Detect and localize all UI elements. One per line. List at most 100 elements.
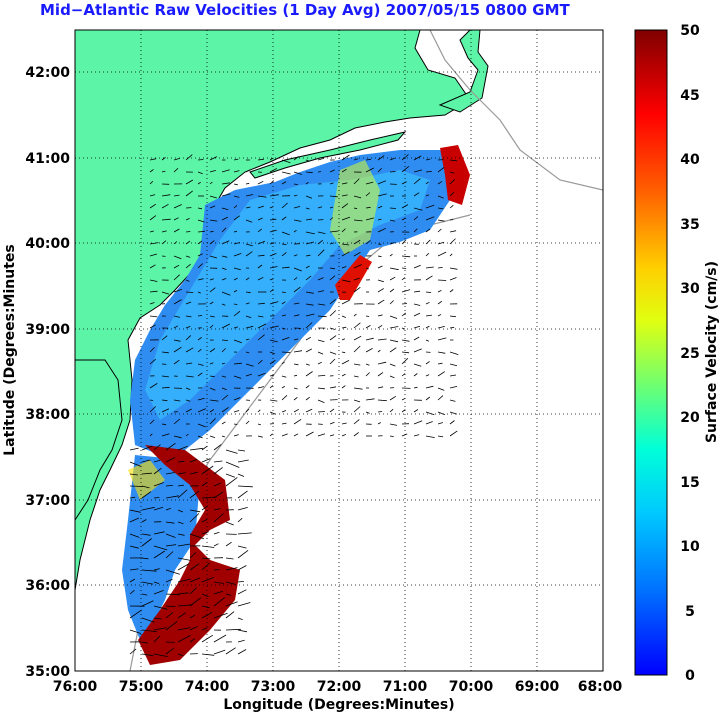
velocity-vector <box>149 290 158 293</box>
velocity-vectors <box>129 154 459 657</box>
velocity-vector <box>233 242 240 245</box>
velocity-vector <box>425 291 432 293</box>
velocity-vector <box>293 156 299 161</box>
velocity-vector <box>449 326 455 329</box>
velocity-vector <box>305 207 310 210</box>
velocity-vector <box>233 434 239 437</box>
velocity-vector <box>129 533 140 538</box>
velocity-vector <box>305 371 313 377</box>
velocity-vector <box>221 216 228 221</box>
velocity-vector <box>437 279 447 281</box>
velocity-vector <box>341 315 346 318</box>
velocity-vector <box>233 339 242 344</box>
velocity-vector <box>149 215 157 221</box>
velocity-vector <box>317 277 324 281</box>
velocity-vector <box>177 543 191 547</box>
velocity-vector <box>149 242 159 245</box>
velocity-vector <box>425 252 430 257</box>
velocity-vector <box>293 418 302 425</box>
plot-frame <box>74 29 604 672</box>
velocity-vector <box>425 228 431 233</box>
velocity-vector <box>245 325 254 329</box>
velocity-vector <box>153 605 168 610</box>
velocity-vector <box>173 325 179 329</box>
velocity-vector <box>177 578 191 583</box>
velocity-vector <box>449 315 456 318</box>
velocity-vector <box>221 267 227 270</box>
velocity-vector <box>221 387 227 391</box>
velocity-vector <box>233 158 239 161</box>
velocity-vector <box>257 372 266 377</box>
velocity-vector <box>413 409 419 413</box>
velocity-vector <box>269 206 274 209</box>
velocity-vector <box>317 339 325 343</box>
velocity-vector <box>401 267 407 269</box>
velocity-vector <box>185 375 194 378</box>
velocity-vector <box>153 617 162 620</box>
velocity-high-gulfstream <box>138 445 240 665</box>
velocity-vector <box>129 461 141 467</box>
velocity-vector <box>257 435 263 438</box>
lon-tick: 76:00 <box>53 679 98 695</box>
land-long-island <box>249 131 407 179</box>
velocity-vector <box>165 621 178 631</box>
velocity-vector <box>197 336 202 341</box>
velocity-vector <box>377 279 385 283</box>
velocity-vector <box>141 519 147 523</box>
velocity-vector <box>209 230 214 233</box>
velocity-vector <box>293 374 298 377</box>
velocity-vector <box>449 192 455 197</box>
velocity-vector <box>149 358 156 365</box>
lon-tick: 74:00 <box>185 679 230 695</box>
velocity-vector <box>201 496 217 499</box>
velocity-vector <box>189 490 200 499</box>
velocity-vector <box>305 265 310 269</box>
velocity-vector <box>161 230 167 233</box>
velocity-vector <box>377 218 382 221</box>
velocity-vector <box>185 399 191 402</box>
velocity-vector <box>425 361 430 365</box>
velocity-vector <box>221 255 228 258</box>
velocity-vector <box>213 460 223 463</box>
velocity-vector <box>197 263 203 269</box>
velocity-vector <box>197 219 205 223</box>
velocity-vector <box>149 264 156 269</box>
velocity-vector <box>237 545 247 549</box>
velocity-vector <box>413 169 423 173</box>
velocity-vector <box>353 406 361 413</box>
velocity-vector <box>209 278 214 281</box>
velocity-vector <box>449 430 458 437</box>
velocity-vector <box>141 485 150 489</box>
velocity-vector <box>237 602 251 607</box>
velocity-vector <box>281 181 287 185</box>
velocity-vector <box>185 190 193 197</box>
velocity-vector <box>257 386 264 389</box>
velocity-vector <box>153 459 161 463</box>
velocity-vector <box>237 507 248 511</box>
velocity-vector <box>317 411 325 413</box>
velocity-vector <box>269 433 273 437</box>
velocity-vector <box>365 240 371 245</box>
velocity-vector <box>353 178 360 185</box>
velocity-vector <box>365 206 371 209</box>
velocity-vector <box>365 167 374 173</box>
velocity-vector <box>209 409 215 413</box>
velocity-vector <box>389 326 399 329</box>
velocity-vector <box>149 383 158 389</box>
velocity-vector <box>425 374 430 377</box>
lat-tick: 39:00 <box>25 322 70 338</box>
velocity-vector <box>437 395 444 401</box>
velocity-vector <box>221 375 227 378</box>
velocity-vector <box>141 600 154 607</box>
velocity-vector <box>317 239 323 245</box>
velocity-vector <box>365 372 370 377</box>
velocity-vector <box>221 339 228 341</box>
velocity-vector <box>177 484 184 487</box>
velocity-vector <box>389 363 396 367</box>
velocity-vector <box>225 647 236 655</box>
velocity-vector <box>233 230 237 233</box>
velocity-vector <box>329 230 339 233</box>
velocity-vector <box>269 325 279 329</box>
velocity-vector <box>257 423 262 426</box>
velocity-vector <box>185 301 192 305</box>
